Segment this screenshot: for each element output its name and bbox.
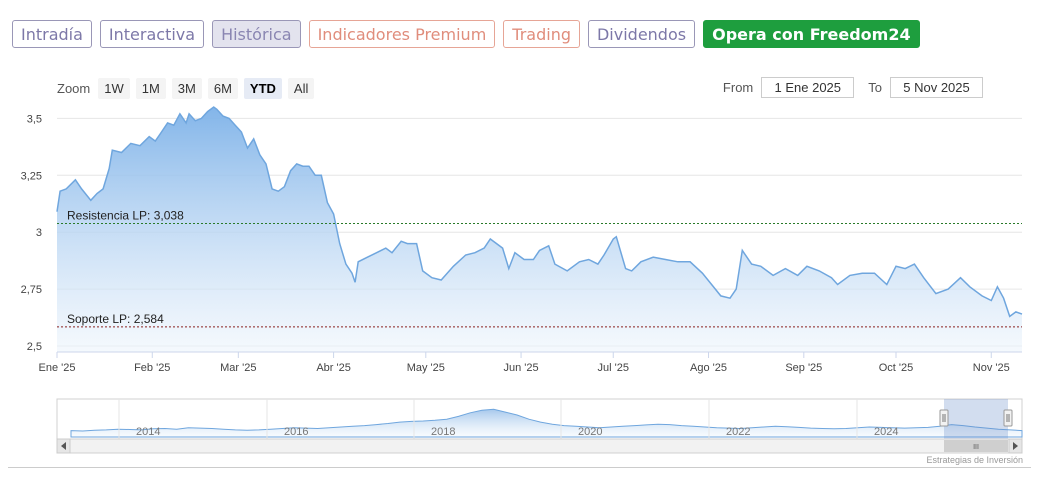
from-date-input[interactable]: 1 Ene 2025 [761, 77, 855, 98]
y-tick-label: 3,25 [21, 170, 42, 182]
navigator-year-label: 2016 [284, 426, 308, 438]
resistance-label: Resistencia LP: 3,038 [67, 209, 184, 223]
zoom-1w-button[interactable]: 1W [98, 78, 130, 99]
x-tick-label: Ene '25 [39, 362, 76, 374]
freedom24-cta-button[interactable]: Opera con Freedom24 [703, 20, 920, 48]
to-date-input[interactable]: 5 Nov 2025 [890, 77, 983, 98]
from-label: From [722, 80, 754, 95]
date-range: From 1 Ene 2025 To 5 Nov 2025 [723, 77, 983, 98]
y-tick-label: 3,5 [27, 113, 42, 125]
tab-trading[interactable]: Trading [503, 20, 580, 48]
navigator-selection[interactable] [944, 399, 1008, 439]
navigator-year-label: 2020 [578, 426, 602, 438]
navigator-left-handle[interactable] [939, 409, 949, 427]
tab-indicadores-premium[interactable]: Indicadores Premium [308, 20, 496, 48]
x-tick-label: Sep '25 [785, 362, 822, 374]
y-tick-label: 2,5 [27, 341, 42, 353]
navigator-year-label: 2018 [431, 426, 455, 438]
chart-tabs: Intradía Interactiva Histórica Indicador… [12, 20, 920, 50]
x-tick-label: Oct '25 [879, 362, 914, 374]
support-label: Soporte LP: 2,584 [67, 312, 164, 326]
navigator-area [70, 408, 1023, 438]
arrow-right-icon [1013, 442, 1018, 450]
scrollbar-thumb[interactable] [944, 440, 1008, 452]
chart-credit: Estrategias de Inversión [926, 455, 1023, 465]
x-tick-label: Jul '25 [598, 362, 629, 374]
zoom-label: Zoom [57, 81, 91, 96]
x-tick-label: Abr '25 [316, 362, 351, 374]
zoom-selector: Zoom 1W 1M 3M 6M YTD All [57, 78, 315, 99]
x-tick-label: Nov '25 [973, 362, 1010, 374]
y-tick-label: 2,75 [21, 284, 42, 296]
navigator-year-label: 2014 [136, 426, 160, 438]
price-line [56, 106, 1023, 318]
zoom-ytd-button[interactable]: YTD [243, 78, 282, 99]
divider [8, 467, 1031, 468]
tab-intradia[interactable]: Intradía [12, 20, 92, 48]
zoom-3m-button[interactable]: 3M [171, 78, 202, 99]
svg-text:III: III [973, 444, 979, 451]
zoom-6m-button[interactable]: 6M [207, 78, 238, 99]
tab-interactiva[interactable]: Interactiva [99, 20, 205, 48]
navigator-scrollbar[interactable] [56, 438, 1023, 454]
x-tick-label: Mar '25 [220, 362, 256, 374]
navigator-right-handle[interactable] [1003, 409, 1013, 427]
y-tick-label: 3 [36, 227, 42, 239]
zoom-all-button[interactable]: All [287, 78, 315, 99]
x-tick-label: Feb '25 [134, 362, 170, 374]
navigator-year-label: 2022 [726, 426, 750, 438]
zoom-1m-button[interactable]: 1M [135, 78, 166, 99]
tab-historica[interactable]: Histórica [212, 20, 301, 48]
arrow-left-icon [61, 442, 66, 450]
tab-dividendos[interactable]: Dividendos [587, 20, 696, 48]
x-tick-label: Ago '25 [690, 362, 727, 374]
x-tick-label: May '25 [407, 362, 445, 374]
to-label: To [868, 80, 882, 95]
price-area [57, 107, 1022, 352]
navigator-year-label: 2024 [874, 426, 898, 438]
x-tick-label: Jun '25 [503, 362, 538, 374]
